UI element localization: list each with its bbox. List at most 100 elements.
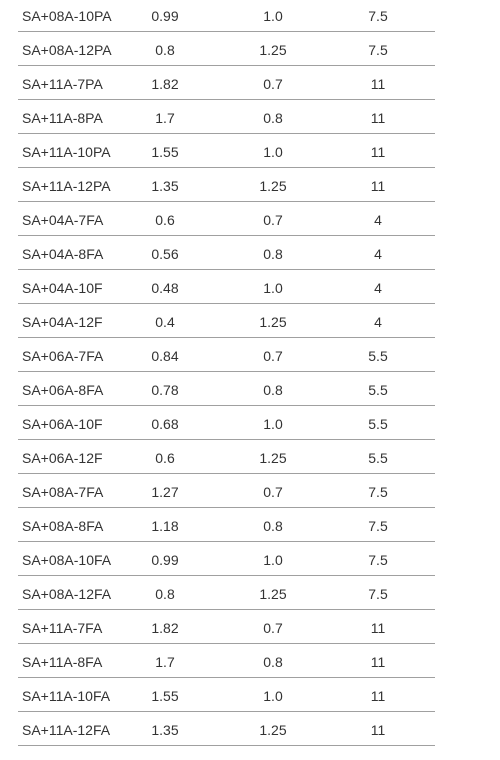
table-row: SA+08A-10PA 0.99 1.0 7.5: [18, 0, 435, 32]
table-cell: 1.25: [259, 450, 287, 466]
table-cell: 11: [370, 110, 386, 126]
table-cell: SA+06A-8FA: [22, 382, 104, 398]
table-cell: 7.5: [368, 8, 388, 24]
table-row: SA+08A-12PA 0.8 1.25 7.5: [18, 32, 435, 66]
table-cell: 0.6: [155, 212, 175, 228]
table-cell: SA+04A-12F: [22, 314, 103, 330]
table-cell: SA+06A-7FA: [22, 348, 104, 364]
table-cell: 1.82: [151, 620, 179, 636]
table-cell: 0.8: [263, 518, 283, 534]
table-cell: 7.5: [368, 518, 388, 534]
table-cell: SA+11A-7PA: [22, 76, 103, 92]
table-row: SA+06A-7FA 0.84 0.7 5.5: [18, 338, 435, 372]
table-row: SA+06A-8FA 0.78 0.8 5.5: [18, 372, 435, 406]
table-cell: SA+11A-8FA: [22, 654, 103, 670]
table-row: SA+08A-7FA 1.27 0.7 7.5: [18, 474, 435, 508]
table-cell: 0.8: [155, 586, 175, 602]
table-row: SA+11A-10PA 1.55 1.0 11: [18, 134, 435, 168]
table-cell: 0.99: [151, 552, 179, 568]
table-cell: 0.84: [151, 348, 179, 364]
table-cell: 1.25: [259, 314, 287, 330]
table-cell: 1.7: [155, 654, 175, 670]
table-cell: 1.18: [151, 518, 179, 534]
table-row: SA+04A-7FA 0.6 0.7 4: [18, 202, 435, 236]
table-cell: 1.0: [263, 416, 283, 432]
table-cell: 11: [370, 76, 386, 92]
table-cell: SA+04A-7FA: [22, 212, 104, 228]
table-cell: 0.56: [151, 246, 179, 262]
table-cell: 7.5: [368, 42, 388, 58]
table-cell: SA+08A-7FA: [22, 484, 104, 500]
table-cell: SA+04A-10F: [22, 280, 103, 296]
table-cell: 5.5: [368, 348, 388, 364]
table-cell: SA+04A-8FA: [22, 246, 104, 262]
table-cell: 7.5: [368, 552, 388, 568]
table-cell: 11: [370, 688, 386, 704]
table-cell: 1.0: [263, 280, 283, 296]
table-cell: 4: [374, 280, 382, 296]
table-cell: 0.6: [155, 450, 175, 466]
table-cell: 0.7: [263, 76, 283, 92]
table: SA+08A-10PA 0.99 1.0 7.5 SA+08A-12PA 0.8 1.25 7…: [18, 0, 435, 746]
table-cell: 1.27: [151, 484, 179, 500]
table-cell: 1.55: [151, 688, 179, 704]
table-row: SA+08A-12FA 0.8 1.25 7.5: [18, 576, 435, 610]
table-cell: SA+08A-12FA: [22, 586, 112, 602]
table-row: SA+06A-10F 0.68 1.0 5.5: [18, 406, 435, 440]
table-cell: 1.55: [151, 144, 179, 160]
table-cell: 0.7: [263, 484, 283, 500]
table-row: SA+06A-12F 0.6 1.25 5.5: [18, 440, 435, 474]
table-row: SA+11A-10FA 1.55 1.0 11: [18, 678, 435, 712]
table-cell: SA+11A-7FA: [22, 620, 103, 636]
table-row: SA+04A-10F 0.48 1.0 4: [18, 270, 435, 304]
table-cell: 0.4: [155, 314, 175, 330]
table-cell: 5.5: [368, 416, 388, 432]
table-cell: 1.25: [259, 42, 287, 58]
table-cell: SA+11A-12PA: [22, 178, 111, 194]
table-row: SA+11A-12PA 1.35 1.25 11: [18, 168, 435, 202]
table-cell: 11: [370, 178, 386, 194]
table-cell: 1.7: [155, 110, 175, 126]
table-cell: SA+08A-12PA: [22, 42, 112, 58]
table-cell: 0.8: [263, 246, 283, 262]
table-row: SA+08A-10FA 0.99 1.0 7.5: [18, 542, 435, 576]
table-cell: 1.0: [263, 8, 283, 24]
table-cell: 11: [370, 144, 386, 160]
table-cell: 5.5: [368, 382, 388, 398]
table-row: SA+11A-7FA 1.82 0.7 11: [18, 610, 435, 644]
table-row: SA+08A-8FA 1.18 0.8 7.5: [18, 508, 435, 542]
table-cell: 1.0: [263, 552, 283, 568]
table-cell: 7.5: [368, 586, 388, 602]
table-cell: 1.35: [151, 722, 179, 738]
table-cell: 0.8: [155, 42, 175, 58]
table-cell: SA+06A-10F: [22, 416, 103, 432]
table-cell: 1.0: [263, 688, 283, 704]
table-cell: 4: [374, 212, 382, 228]
table-cell: 0.68: [151, 416, 179, 432]
table-row: SA+04A-12F 0.4 1.25 4: [18, 304, 435, 338]
table-cell: 7.5: [368, 484, 388, 500]
table-cell: 0.7: [263, 348, 283, 364]
table-row: SA+11A-7PA 1.82 0.7 11: [18, 66, 435, 100]
table-cell: 11: [370, 722, 386, 738]
table-cell: SA+08A-10PA: [22, 8, 112, 24]
table-cell: 0.99: [151, 8, 179, 24]
table-cell: 11: [370, 654, 386, 670]
table-cell: 1.35: [151, 178, 179, 194]
table-cell: 1.25: [259, 178, 287, 194]
table-cell: 0.48: [151, 280, 179, 296]
table-cell: 0.78: [151, 382, 179, 398]
table-cell: SA+08A-8FA: [22, 518, 104, 534]
table-cell: 4: [374, 314, 382, 330]
table-cell: 1.82: [151, 76, 179, 92]
table-cell: 5.5: [368, 450, 388, 466]
table-cell: 11: [370, 620, 386, 636]
table-cell: 0.8: [263, 382, 283, 398]
table-cell: 0.8: [263, 110, 283, 126]
table-cell: 1.25: [259, 586, 287, 602]
table-cell: SA+11A-8PA: [22, 110, 103, 126]
table-row: SA+04A-8FA 0.56 0.8 4: [18, 236, 435, 270]
table-cell: SA+11A-12FA: [22, 722, 111, 738]
table-cell: 1.0: [263, 144, 283, 160]
